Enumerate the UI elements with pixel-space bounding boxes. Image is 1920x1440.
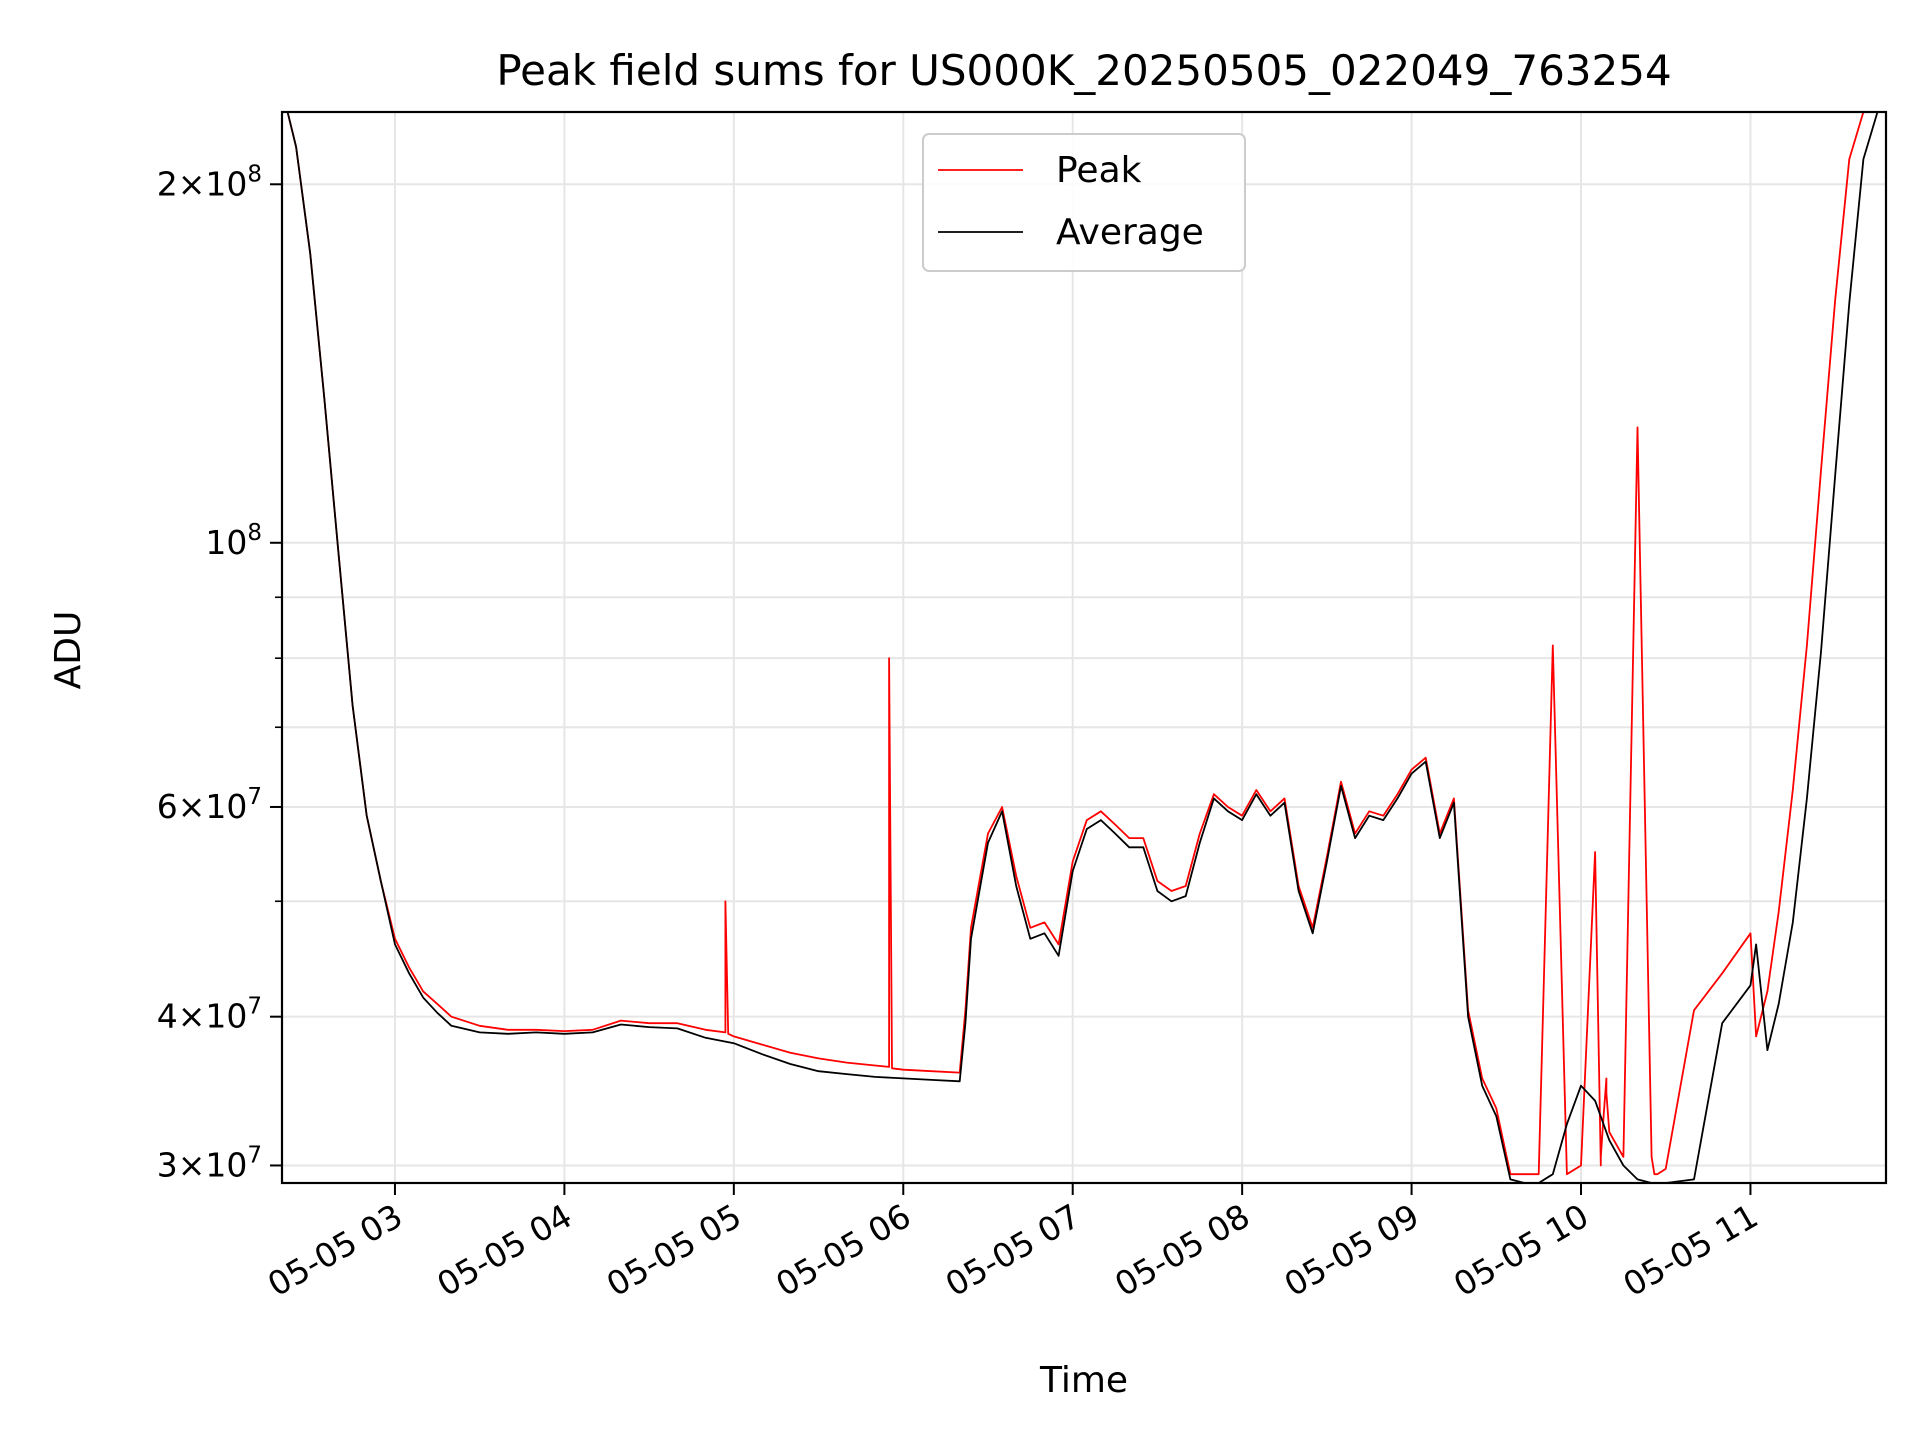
legend-label-average: Average [1056, 212, 1204, 253]
chart-title: Peak field sums for US000K_20250505_0220… [496, 46, 1671, 95]
y-axis-label: ADU [48, 611, 89, 690]
y-tick-label: 2×108 [157, 161, 262, 203]
legend-label-peak: Peak [1056, 150, 1142, 191]
legend: Peak Average [922, 133, 1246, 272]
y-tick-label: 108 [205, 520, 262, 562]
y-tick-label: 3×107 [157, 1142, 262, 1184]
legend-box [922, 133, 1246, 272]
x-axis-label: Time [1039, 1360, 1128, 1401]
series-line-average [286, 112, 1886, 1183]
y-tick-label: 6×107 [157, 784, 262, 826]
series-line-peak [286, 112, 1886, 1176]
grid [282, 112, 1886, 1183]
y-axis: 2×108 108 6×107 4×107 3×107 [157, 161, 282, 1184]
series-layer [286, 112, 1886, 1183]
y-tick-label: 4×107 [157, 994, 262, 1036]
plot-frame [280, 110, 1888, 1185]
